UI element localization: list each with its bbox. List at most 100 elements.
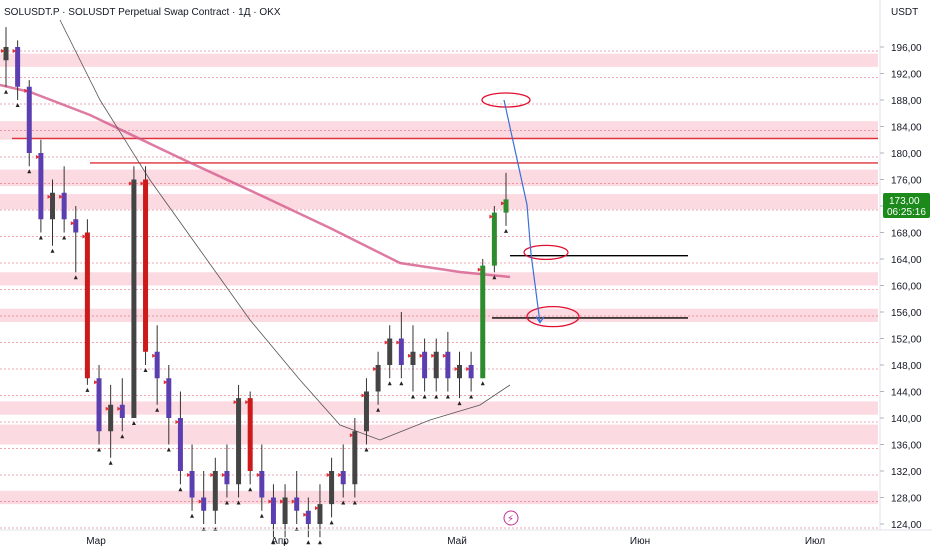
candle-7 [82,219,90,392]
price-tick-11: 152,00 [891,335,922,346]
zone-7 [0,424,878,445]
candle-body [73,219,79,233]
signal-marker [70,221,75,226]
low-marker [352,500,357,505]
candle-6 [70,206,79,280]
time-tick-4: Июл [805,536,825,547]
low-marker [445,394,450,399]
candle-43 [501,172,509,233]
low-marker [120,434,125,439]
candle-29 [338,444,346,505]
zone-4 [0,272,878,286]
time-axis-ticks[interactable]: Мар Апр Май Июн Июл [86,536,825,547]
last-price-tag: 173,00 06:25:16 [883,193,930,218]
low-marker [271,540,276,545]
low-marker [259,513,264,518]
candle-10 [117,378,125,439]
svg-text:⚡: ⚡ [507,514,514,525]
candle-23 [268,484,276,545]
price-tick-4: 180,00 [891,149,922,160]
signal-marker [198,499,203,504]
price-tick-13: 144,00 [891,388,922,399]
low-marker [15,103,20,107]
candle-body [480,265,486,379]
signal-marker [210,473,215,477]
signal-marker [384,340,389,345]
candle-36 [419,338,428,399]
zone-1 [0,121,878,140]
low-marker [143,368,148,372]
signal-marker [338,473,343,477]
signal-marker [373,367,378,371]
signal-marker [140,181,145,186]
signal-marker [419,353,424,358]
candle-body [38,153,44,220]
signal-marker [152,353,157,358]
candle-body [224,471,230,485]
signal-marker [94,380,99,385]
symbol-title: SOLUSDT.P · SOLUSDT Perpetual Swap Contr… [4,7,281,18]
candle-11 [128,166,137,425]
projection-arrowhead [535,316,545,324]
candle-body [433,351,439,379]
candle-body [317,504,323,524]
low-marker [155,407,160,412]
candle-body [61,192,67,220]
signal-marker [326,473,331,477]
low-marker [166,447,171,452]
signal-marker [431,353,436,358]
target-ellipse-top [481,92,531,108]
candle-41 [477,259,486,386]
price-tick-15: 136,00 [891,441,922,452]
candle-body [387,338,393,365]
signal-marker [163,380,168,385]
candle-12 [140,166,149,372]
candle-body [491,212,497,266]
candle-body [26,86,32,153]
price-axis-ticks[interactable]: 196,00192,00188,00184,00180,00176,00172,… [880,43,922,531]
signal-marker [187,473,192,477]
candle-14 [163,365,172,452]
signal-marker [361,393,366,398]
candle-body [282,497,288,524]
candle-body [503,199,509,213]
time-tick-3: Июн [630,536,650,547]
signal-marker [454,367,459,371]
candle-27 [314,484,323,545]
low-marker [341,500,346,505]
candle-body [50,192,56,220]
low-marker [504,228,508,233]
price-tick-8: 164,00 [891,255,922,266]
candle-26 [303,497,311,545]
candle-42 [489,206,497,280]
signal-marker [47,194,52,199]
candle-body [247,398,253,471]
signal-marker [245,400,250,405]
signal-marker [466,367,471,371]
candle-20 [233,384,242,505]
zone-2 [0,169,878,187]
signal-marker [256,473,261,477]
candle-30 [349,418,358,505]
candle-9 [105,384,114,465]
price-tick-5: 176,00 [891,176,922,187]
candle-22 [256,444,265,518]
candle-body [468,365,474,379]
event-lightning-icon[interactable]: ⚡ [503,510,519,526]
candle-body [340,471,346,485]
candle-body [177,418,183,471]
candles-layer [1,27,509,545]
candle-body [398,338,404,365]
last-price-countdown: 06:25:16 [887,207,926,218]
signal-marker [35,155,40,159]
candle-body [84,232,90,379]
signal-marker [117,406,122,411]
low-marker [317,540,322,545]
low-marker [38,235,43,240]
signal-marker [233,400,238,405]
price-tick-2: 188,00 [891,96,922,107]
candle-0 [1,27,9,94]
candle-8 [94,365,102,452]
price-axis-unit: USDT [891,7,918,18]
